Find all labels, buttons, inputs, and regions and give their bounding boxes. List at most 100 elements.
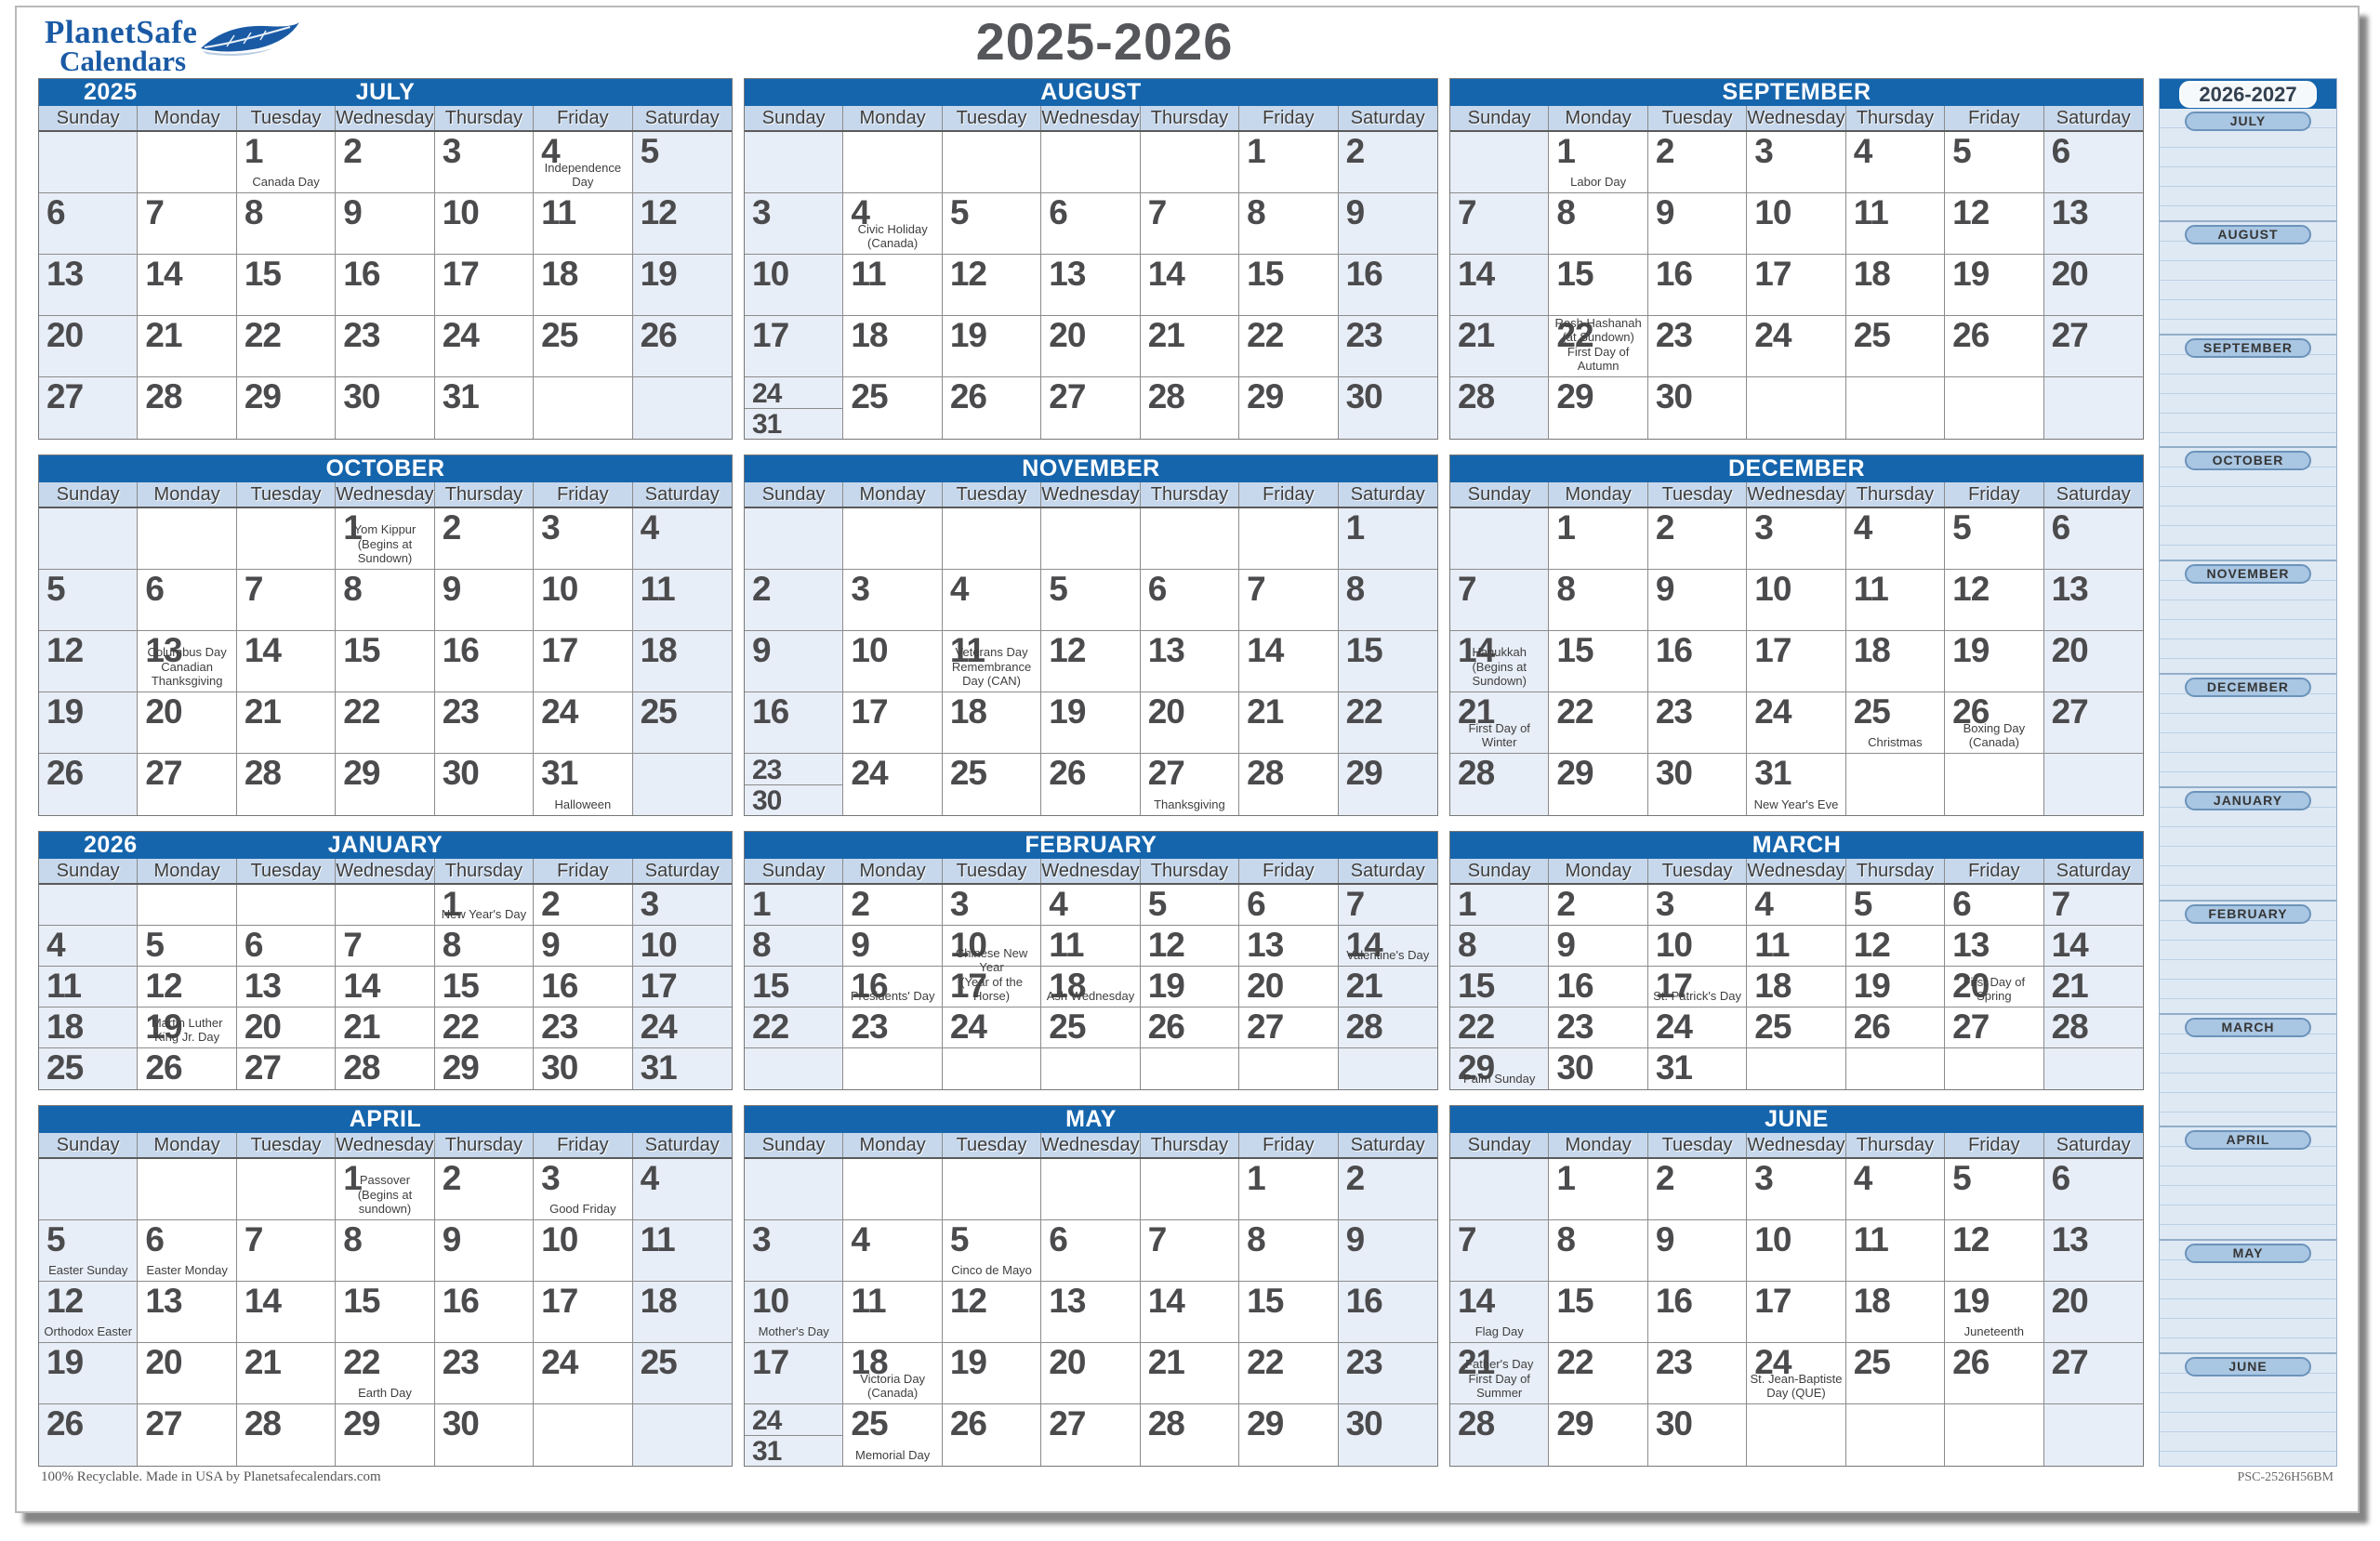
day-cell: 14 Valentine's Day (1338, 926, 1437, 967)
day-cell: 19 (1041, 692, 1141, 754)
day-number: 26 (46, 1404, 84, 1442)
day-number: 2 (752, 570, 772, 608)
day-cell: 9 (434, 570, 535, 631)
day-cell: 18 (632, 1282, 732, 1343)
day-cell: 6 (2043, 132, 2143, 193)
day-number: 6 (2051, 132, 2071, 170)
day-number: 4 (541, 132, 561, 170)
day-number: 30 (1655, 754, 1693, 792)
header: PlanetSafe Calendars 2025-2026 (17, 7, 2358, 75)
day-cell (1140, 1159, 1240, 1220)
holiday-label: Orthodox Easter (44, 1324, 133, 1339)
day-cell: 10 (1747, 570, 1846, 631)
day-number: 20 (244, 1008, 282, 1046)
day-number: 24 (1754, 316, 1792, 354)
day-number: 10 (1754, 570, 1792, 608)
day-cell: 29 (336, 1404, 435, 1466)
day-cell: 26 Boxing Day (Canada) (1945, 692, 2044, 754)
day-cell (843, 508, 943, 570)
day-number: 14 (1458, 631, 1495, 669)
day-cell (39, 132, 139, 193)
day-number: 10 (851, 631, 888, 669)
day-cell (1140, 508, 1240, 570)
day-number: 8 (1556, 570, 1576, 608)
day-number: 24 (752, 378, 782, 409)
sidebar-month-label: JANUARY (2184, 790, 2312, 810)
day-cell: 27 (1041, 377, 1141, 439)
sidebar-month-label: SEPTEMBER (2184, 337, 2312, 358)
day-cell: 18 (843, 316, 943, 377)
day-number: 3 (851, 570, 870, 608)
day-cell: 14 (236, 631, 337, 692)
day-number: 12 (1952, 1220, 1990, 1258)
month-name-label: AUGUST (1040, 79, 1142, 105)
day-cell: 4 (843, 1220, 943, 1282)
day-number: 8 (1247, 193, 1266, 231)
day-number: 7 (1345, 885, 1366, 923)
day-number: 18 (1853, 255, 1891, 293)
weekday-header-row: Sunday Monday Tuesday Wednesday Thursday Frid… (745, 106, 1437, 132)
day-number: 29 (343, 1404, 380, 1442)
day-number: 6 (1952, 885, 1972, 923)
day-cell: 14 (2043, 926, 2143, 967)
day-cell: 27 (1239, 1008, 1339, 1048)
day-cell: 24 31 (745, 377, 844, 439)
day-number: 2 (343, 132, 363, 170)
weekday-header: Tuesday (1648, 859, 1748, 883)
day-number: 23 (343, 316, 380, 354)
day-number: 21 (1247, 692, 1284, 731)
day-number: 1 (1247, 1159, 1266, 1197)
day-number: 29 (343, 754, 380, 792)
day-cell: 22 (434, 1008, 535, 1048)
split-cell-top: 24 (745, 377, 843, 409)
month-header: SEPTEMBER (1450, 79, 2143, 106)
day-cell: 1 (745, 885, 844, 926)
month-grid: 1 2 3 4 Civic Holiday (Canada) 5 6 7 8 9 10 11 12 13 1… (745, 132, 1437, 439)
day-number: 13 (1952, 926, 1990, 964)
day-cell (1140, 1048, 1240, 1089)
weekday-header: Saturday (2056, 107, 2131, 128)
day-number: 13 (46, 255, 84, 293)
day-cell: 25 (632, 1343, 732, 1404)
weekday-header: Friday (1945, 482, 2044, 507)
day-cell: 5 Easter Sunday (39, 1220, 139, 1282)
day-cell: 3 (534, 508, 633, 570)
day-cell: 16 (1647, 631, 1748, 692)
holiday-label: Columbus Day Canadian Thanksgiving (147, 645, 227, 689)
day-cell (1845, 377, 1946, 439)
month-march: MARCH Sunday Monday Tuesday Wednesday Thursda… (1449, 831, 2144, 1090)
day-cell: 4 (1747, 885, 1846, 926)
holiday-label: First Day of Spring (1963, 974, 2026, 1004)
month-grid: 1 Canada Day 2 3 4 Independence Day 5 6 7 8 9 10 11 1… (39, 132, 732, 439)
holiday-label: Veterans Day Remembrance Day (CAN) (951, 645, 1032, 689)
day-cell: 23 (1647, 692, 1748, 754)
day-number: 24 (1655, 1008, 1693, 1046)
day-cell: 11 (843, 1282, 943, 1343)
day-cell: 9 (843, 926, 943, 967)
day-number: 8 (1345, 570, 1366, 608)
month-name-label: JANUARY (327, 832, 443, 858)
day-cell: 16 Presidents' Day (843, 967, 943, 1008)
day-cell: 11 Veterans Day Remembrance Day (CAN) (942, 631, 1042, 692)
day-cell: 28 (1450, 377, 1550, 439)
day-cell: 2 (1647, 1159, 1748, 1220)
day-number: 24 (541, 1343, 578, 1381)
day-number: 19 (1952, 255, 1990, 293)
day-cell: 22 (1549, 692, 1648, 754)
weekday-header: Thursday (1846, 1133, 1946, 1157)
holiday-label: Yom Kippur (Begins at Sundown) (353, 522, 416, 566)
day-number: 23 (442, 1343, 480, 1381)
day-cell: 29 (1549, 377, 1648, 439)
content: 2025 JULY Sunday Monday Tuesday Wednesday Thur… (38, 78, 2337, 1467)
day-cell: 20 (236, 1008, 337, 1048)
day-cell: 5 (942, 193, 1042, 255)
day-cell: 13 Columbus Day Canadian Thanksgiving (138, 631, 237, 692)
day-cell: 14 (1140, 255, 1240, 316)
day-number: 6 (46, 193, 66, 231)
day-number: 29 (1345, 754, 1383, 792)
split-cell-top: 24 (745, 1404, 843, 1436)
day-cell: 6 (236, 926, 337, 967)
month-header: AUGUST (745, 79, 1437, 106)
day-cell: 19 (632, 255, 732, 316)
day-cell: 14 (1239, 631, 1339, 692)
